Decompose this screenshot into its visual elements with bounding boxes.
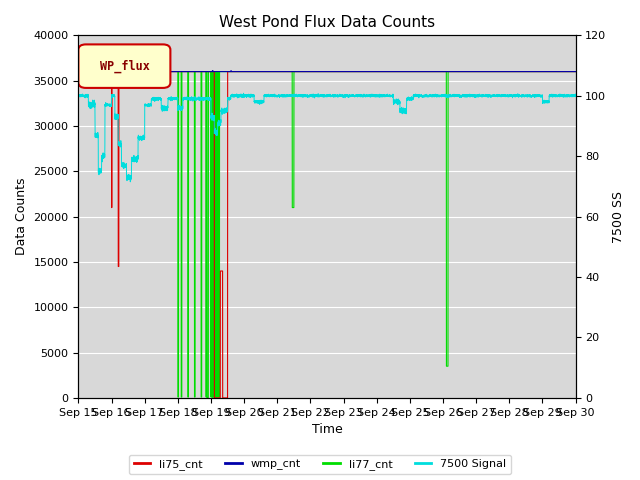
Y-axis label: Data Counts: Data Counts — [15, 178, 28, 255]
X-axis label: Time: Time — [312, 423, 342, 436]
Legend: li75_cnt, wmp_cnt, li77_cnt, 7500 Signal: li75_cnt, wmp_cnt, li77_cnt, 7500 Signal — [129, 455, 511, 474]
Y-axis label: 7500 SS: 7500 SS — [612, 191, 625, 242]
FancyBboxPatch shape — [79, 44, 170, 88]
Title: West Pond Flux Data Counts: West Pond Flux Data Counts — [219, 15, 435, 30]
Text: WP_flux: WP_flux — [100, 60, 150, 73]
